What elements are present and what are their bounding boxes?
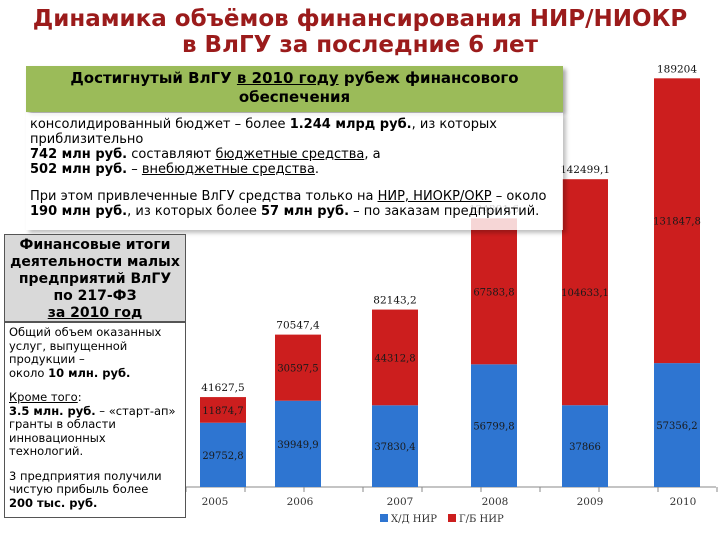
data-label: 30597,5 (277, 364, 318, 375)
legend-swatch-hd (380, 514, 388, 522)
details-text: около (9, 365, 49, 380)
budget-extra-label: внебюджетные средства (141, 162, 315, 177)
details-text: 3 предприятия получили чистую прибыль бо… (9, 468, 162, 496)
details-text: Кроме того (9, 390, 78, 404)
x-tick-label: 2006 (287, 496, 314, 508)
budget-box: консолидированный бюджет – более 1.244 м… (26, 113, 563, 230)
budget-state-label: бюджетные средства (215, 147, 365, 162)
data-label: 67583,8 (473, 287, 514, 298)
bar-2005-gb (200, 397, 246, 423)
total-label: 41627,5 (201, 382, 244, 394)
x-tick-label: 2008 (482, 496, 509, 508)
bar-2010-gb (654, 78, 700, 364)
research-text: – по заказам предприятий. (349, 204, 540, 219)
heading-line: Финансовые итоги (19, 237, 171, 253)
achievement-box: Достигнутый ВлГУ в 2010 году рубеж финан… (26, 66, 563, 112)
bar-2008-gb (471, 218, 517, 365)
bar-2009-gb (562, 179, 608, 406)
heading-line: предприятий ВлГУ (18, 271, 172, 287)
data-label: 39949,9 (277, 440, 318, 451)
total-label: 82143,2 (373, 295, 416, 307)
research-text: При этом привлеченные ВлГУ средства толь… (30, 189, 378, 204)
bar-2006-hd (275, 400, 321, 487)
heading-line: по 217-ФЗ (53, 288, 137, 304)
data-label: 131847,8 (653, 217, 701, 228)
legend-label-hd: Х/Д НИР (391, 514, 437, 525)
enterprise-orders-amount: 57 млн руб. (260, 204, 350, 219)
data-label: 37866 (569, 442, 601, 453)
legend-swatch-gb (448, 514, 456, 522)
research-paragraph: При этом привлеченные ВлГУ средства толь… (30, 189, 559, 219)
total-label: 142499,1 (560, 164, 610, 176)
data-label: 104633,1 (561, 288, 609, 299)
x-tick-label: 2009 (577, 496, 604, 508)
bar-2008-hd (471, 364, 517, 487)
small-enterprises-heading: Финансовые итоги деятельности малых пред… (4, 234, 186, 322)
research-topic: НИР, НИОКР/ОКР (377, 189, 492, 204)
budget-text: . (314, 162, 320, 177)
budget-paragraph: консолидированный бюджет – более 1.244 м… (30, 117, 559, 177)
small-enterprises-details: Общий объем оказанных услуг, выпущенной … (4, 322, 186, 518)
details-profit: 3 предприятия получили чистую прибыль бо… (9, 468, 181, 511)
title-line-1: Динамика объёмов финансирования НИР/НИОК… (32, 6, 688, 32)
research-text: – около (491, 189, 547, 204)
page-title: Динамика объёмов финансирования НИР/НИОК… (0, 6, 720, 58)
details-text: : (77, 390, 82, 404)
bar-2007-gb (372, 309, 418, 406)
budget-text: – (127, 162, 142, 177)
budget-text: , а (364, 147, 381, 162)
bar-2009-hd (562, 405, 608, 487)
data-label: 56799,8 (473, 422, 514, 433)
x-tick-label: 2005 (202, 496, 229, 508)
total-label: 189204 (657, 63, 697, 75)
x-tick-label: 2010 (670, 496, 697, 508)
budget-state-amount: 742 млн руб. (30, 147, 128, 162)
budget-total: 1.244 млрд руб. (289, 117, 412, 132)
details-services-amount: 10 млн. руб. (48, 365, 131, 380)
details-text: – «старт-ап» гранты в области инновацион… (9, 403, 176, 458)
data-label: 29752,8 (202, 451, 243, 462)
bar-2006-gb (275, 334, 321, 401)
data-label: 44312,8 (374, 353, 415, 364)
heading-line: деятельности малых (10, 254, 180, 270)
research-text: , из которых более (127, 204, 261, 219)
details-grants-amount: 3.5 млн. руб. (9, 403, 96, 418)
bar-2007-hd (372, 405, 418, 487)
budget-text: консолидированный бюджет – более (30, 117, 290, 132)
title-line-2: в ВлГУ за последние 6 лет (182, 32, 538, 58)
data-label: 37830,4 (374, 442, 415, 453)
data-label: 57356,2 (656, 421, 697, 432)
achievement-text-1: Достигнутый ВлГУ (70, 69, 237, 87)
heading-year: за 2010 год (47, 305, 143, 321)
budget-extra-amount: 502 млн руб. (30, 162, 128, 177)
details-grants: Кроме того: 3.5 млн. руб. – «старт-ап» г… (9, 390, 181, 459)
legend-label-gb: Г/Б НИР (459, 514, 504, 525)
total-label: 70547,4 (276, 320, 320, 332)
achievement-year: в 2010 году (236, 69, 339, 87)
research-amount: 190 млн руб. (30, 204, 128, 219)
details-services: Общий объем оказанных услуг, выпущенной … (9, 325, 181, 380)
x-tick-label: 2007 (387, 496, 414, 508)
details-text: Общий объем оказанных услуг, выпущенной … (9, 325, 162, 366)
bar-2010-hd (654, 363, 700, 487)
bar-2005-hd (200, 422, 246, 487)
achievement-text-2: рубеж финансового обеспечения (238, 69, 519, 106)
data-label: 11874,7 (202, 406, 243, 417)
budget-text: составляют (127, 147, 216, 162)
details-profit-amount: 200 тыс. руб. (9, 495, 98, 510)
budget-text: , из которых приблизительно (30, 117, 497, 147)
